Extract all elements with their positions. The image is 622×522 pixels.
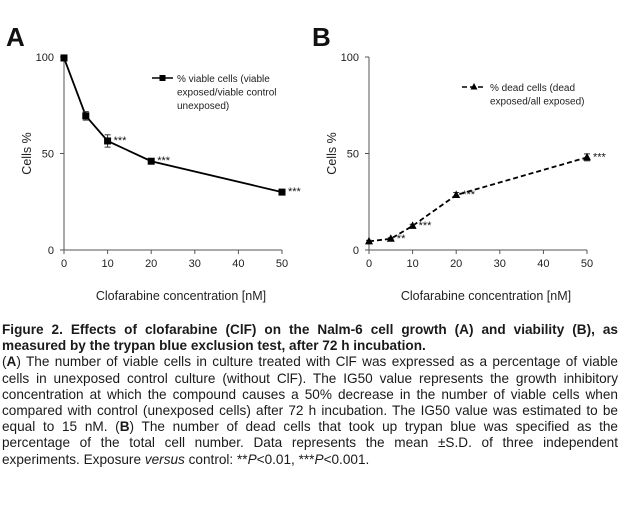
caption-ref-b: B (119, 419, 130, 435)
panel-a-y-label: Cells % (20, 132, 34, 174)
panel-a-letter: A (6, 22, 25, 52)
figure-caption: Figure 2. Effects of clofarabine (ClF) o… (2, 322, 618, 468)
panel-a-x-tick-label: 30 (189, 258, 201, 270)
panel-b-legend-text: exposed/all exposed) (490, 97, 585, 108)
panel-a-y-tick-label: 0 (48, 245, 54, 257)
panel-a-legend-text: % viable cells (viable (177, 74, 270, 85)
panel-a-data-point (104, 137, 112, 145)
panel-a-legend-text: unexposed) (177, 101, 229, 112)
caption-text-2: ) The number of dead cells that took up … (2, 419, 618, 467)
panel-b-significance-label: *** (419, 220, 433, 232)
panel-b-data-point (583, 152, 591, 161)
panel-a-x-tick-label: 10 (101, 258, 113, 270)
panel-a-data-point (82, 112, 90, 120)
panel-b-x-tick-label: 20 (450, 258, 462, 270)
panel-b-y-tick-label: 0 (353, 245, 359, 257)
panel-b-x-tick-label: 10 (406, 258, 418, 270)
panel-a-x-label: Clofarabine concentration [nM] (96, 289, 266, 303)
panel-a-x-tick-label: 0 (61, 258, 67, 270)
panel-b-x-tick-label: 0 (366, 258, 372, 270)
panel-b-data-point (386, 234, 395, 242)
caption-title: Figure 2. Effects of clofarabine (ClF) o… (2, 322, 618, 354)
panel-b-legend-text: % dead cells (dead (490, 83, 575, 94)
panel-b-y-tick-label: 50 (347, 149, 359, 161)
caption-text-5: <0.001. (323, 451, 370, 467)
caption-text-1: ) The number of viable cells in culture … (2, 354, 618, 435)
panel-b-x-tick-label: 30 (494, 258, 506, 270)
panel-a-x-tick-label: 40 (232, 258, 244, 270)
panel-a-y-tick-label: 50 (42, 149, 54, 161)
panel-b-series-line (368, 156, 588, 243)
caption-text-4: <0.01, *** (256, 451, 315, 467)
panel-b-data-point (408, 221, 417, 229)
panel-b-y-tick-label: 100 (341, 52, 359, 64)
panel-a-significance-label: *** (157, 155, 171, 167)
caption-p-1: P (247, 451, 257, 467)
panel-b-legend-marker (470, 83, 478, 90)
panel-b-x-label: Clofarabine concentration [nM] (401, 289, 571, 303)
caption-ref-a: A (6, 354, 17, 370)
panel-b-data-point (365, 236, 373, 245)
caption-p-2: P (314, 451, 324, 467)
panel-a-data-point (278, 188, 286, 196)
panel-b-significance-label: ** (397, 233, 406, 245)
panel-a-x-tick-label: 20 (145, 258, 157, 270)
panel-a-legend-marker (159, 75, 166, 81)
caption-text-3: control: ** (184, 451, 248, 467)
panel-b-letter: B (312, 22, 331, 52)
panel-b-x-tick-label: 40 (537, 258, 549, 270)
panel-a-data-point (60, 54, 68, 62)
panel-a-data-point (147, 157, 155, 165)
panel-b-significance-label: *** (593, 151, 607, 163)
panel-b-y-label: Cells % (325, 132, 339, 174)
panel-b-data-point (452, 190, 461, 198)
panel-a-x-tick-label: 50 (276, 258, 288, 270)
panel-b-significance-label: *** (462, 189, 476, 201)
figure-2: A 0 50 100 0 10 20 30 40 50 Clofarabine concentrat… (6, 22, 607, 303)
panel-a-significance-label: *** (114, 135, 128, 147)
panel-a-y-tick-label: 100 (36, 52, 54, 64)
caption-body: (A) The number of viable cells in cultur… (2, 354, 618, 467)
panel-a-legend-text: exposed/viable control (177, 88, 277, 99)
caption-versus: versus (144, 451, 185, 467)
panel-b-x-tick-label: 50 (581, 258, 593, 270)
panel-a-significance-label: *** (288, 186, 302, 198)
